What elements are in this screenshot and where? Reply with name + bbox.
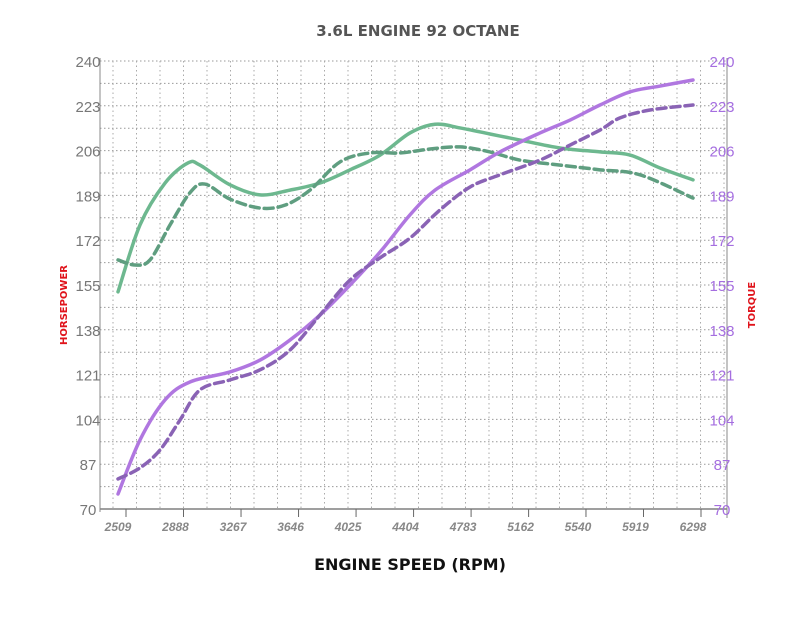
y-axis-label-horsepower: HORSEPOWER bbox=[59, 265, 70, 345]
y-tick-label-left: 189 bbox=[75, 188, 100, 205]
x-tick-label: 4025 bbox=[334, 520, 362, 534]
y-tick-label-left: 121 bbox=[75, 368, 100, 385]
series-line-torque-dashed bbox=[116, 103, 695, 481]
y-tick-label-right: 189 bbox=[709, 188, 734, 205]
y-tick-label-left: 104 bbox=[75, 412, 100, 429]
x-axis-label: ENGINE SPEED (RPM) bbox=[314, 555, 506, 574]
x-tick-label: 3267 bbox=[220, 520, 248, 534]
y-tick-label-right: 223 bbox=[709, 99, 734, 116]
y-tick-label-right: 70 bbox=[714, 502, 731, 519]
y-tick-label-right: 104 bbox=[709, 412, 734, 429]
x-tick-label: 2509 bbox=[104, 520, 132, 534]
y-tick-label-left: 172 bbox=[75, 233, 100, 250]
y-tick-label-left: 138 bbox=[75, 323, 100, 340]
series-line-horsepower-dashed bbox=[116, 145, 695, 267]
y-tick-label-right: 138 bbox=[709, 323, 734, 340]
y-tick-label-right: 172 bbox=[709, 233, 734, 250]
x-tick-label: 5540 bbox=[565, 520, 592, 534]
y-tick-label-right: 87 bbox=[714, 457, 731, 474]
x-tick-label: 4783 bbox=[449, 520, 477, 534]
y-tick-label-left: 206 bbox=[75, 144, 100, 161]
y-tick-label-right: 121 bbox=[709, 368, 734, 385]
chart-title: 3.6L ENGINE 92 OCTANE bbox=[316, 22, 519, 40]
y-tick-label-right: 155 bbox=[709, 278, 734, 295]
y-tick-label-left: 87 bbox=[80, 457, 97, 474]
y-tick-label-left: 155 bbox=[75, 278, 100, 295]
x-tick-label: 2888 bbox=[161, 520, 189, 534]
x-tick-label: 5162 bbox=[507, 520, 534, 534]
y-tick-label-right: 240 bbox=[709, 54, 734, 71]
x-tick-label: 5919 bbox=[622, 520, 649, 534]
y-tick-label-right: 206 bbox=[709, 144, 734, 161]
series-line-horsepower bbox=[116, 122, 695, 294]
y-axis-label-torque: TORQUE bbox=[747, 282, 758, 329]
grid bbox=[100, 60, 727, 509]
axes bbox=[99, 58, 728, 518]
x-tick-label: 3646 bbox=[277, 520, 304, 534]
series-line-torque bbox=[116, 78, 695, 496]
y-tick-label-left: 70 bbox=[80, 502, 97, 519]
x-tick-label: 4404 bbox=[391, 520, 419, 534]
y-tick-label-left: 240 bbox=[75, 54, 100, 71]
x-tick-label: 6298 bbox=[680, 520, 707, 534]
y-tick-label-left: 223 bbox=[75, 99, 100, 116]
